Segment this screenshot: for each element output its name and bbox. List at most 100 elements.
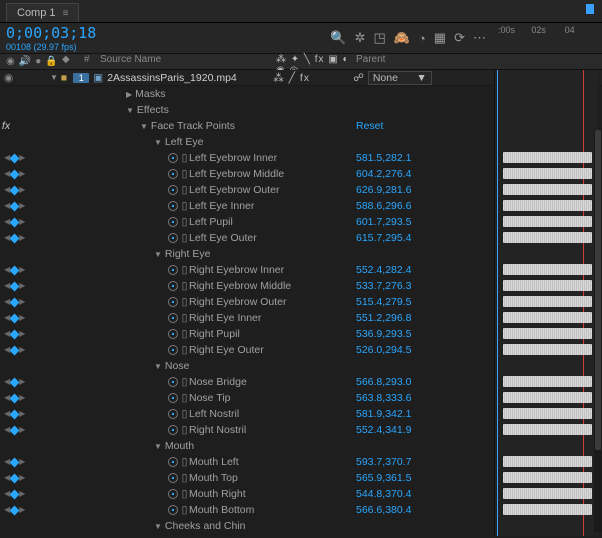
property-value[interactable]: 526.0,294.5 [356,344,411,356]
next-key-icon[interactable]: ▶ [19,426,25,434]
expression-icon[interactable]: ▯ [180,488,189,500]
keyframe-track[interactable] [503,472,592,483]
expression-icon[interactable]: ▯ [180,152,189,164]
property-value[interactable]: 601.7,293.5 [356,216,411,228]
keyframe-track[interactable] [503,408,592,419]
next-key-icon[interactable]: ▶ [19,218,25,226]
tracks-area[interactable] [494,70,598,536]
keyframe-icon[interactable] [10,345,20,355]
property-value[interactable]: 552.4,341.9 [356,424,411,436]
twirl-icon[interactable]: ▼ [154,442,162,451]
stopwatch-icon[interactable] [168,409,178,419]
keyframe-track[interactable] [503,392,592,403]
stopwatch-icon[interactable] [168,297,178,307]
stopwatch-icon[interactable] [168,489,178,499]
keyframe-icon[interactable] [10,489,20,499]
lock-col-icon[interactable]: ● [35,56,41,67]
stopwatch-icon[interactable] [168,265,178,275]
expression-icon[interactable]: ▯ [180,312,189,324]
keyframe-track[interactable] [503,280,592,291]
tab-menu-icon[interactable]: ≡ [63,8,69,19]
expression-icon[interactable]: ▯ [180,504,189,516]
next-key-icon[interactable]: ▶ [19,314,25,322]
property-value[interactable]: 536.9,293.5 [356,328,411,340]
keyframe-icon[interactable] [10,169,20,179]
expression-icon[interactable]: ▯ [180,344,189,356]
eye-icon[interactable]: ◉ [4,72,13,84]
work-area-end[interactable] [586,4,594,14]
keyframe-icon[interactable] [10,473,20,483]
twirl-icon[interactable]: ▼ [154,362,162,371]
keyframe-icon[interactable] [10,265,20,275]
keyframe-track[interactable] [503,152,592,163]
work-area-start[interactable] [497,70,498,536]
keyframe-track[interactable] [503,296,592,307]
motionblur-icon[interactable]: ▦ [434,30,446,46]
index-col[interactable]: # [84,54,100,69]
current-timecode[interactable]: 0;00;03;18 [6,24,96,42]
expression-icon[interactable]: ▯ [180,280,189,292]
pickwhip-icon[interactable]: ☍ [353,72,364,84]
keyframe-icon[interactable] [10,185,20,195]
next-key-icon[interactable]: ▶ [19,186,25,194]
keyframe-icon[interactable] [10,297,20,307]
property-value[interactable]: 626.9,281.6 [356,184,411,196]
next-key-icon[interactable]: ▶ [19,282,25,290]
stopwatch-icon[interactable] [168,185,178,195]
expression-icon[interactable]: ▯ [180,328,189,340]
scrollbar-thumb[interactable] [595,130,601,450]
keyframe-track[interactable] [503,264,592,275]
keyframe-track[interactable] [503,488,592,499]
switches-col[interactable]: ⁂ ✦ ╲ fx ▣ ◐ ◉ ◎ [276,54,356,69]
property-value[interactable]: 566.6,380.4 [356,504,411,516]
expression-icon[interactable]: ▯ [180,424,189,436]
stopwatch-icon[interactable] [168,329,178,339]
lock2-col-icon[interactable]: 🔒 [45,56,57,67]
stopwatch-icon[interactable] [168,153,178,163]
next-key-icon[interactable]: ▶ [19,346,25,354]
keyframe-icon[interactable] [10,153,20,163]
expression-icon[interactable]: ▯ [180,200,189,212]
next-key-icon[interactable]: ▶ [19,378,25,386]
graph-icon[interactable]: ◔ [418,31,426,46]
property-value[interactable]: 552.4,282.4 [356,264,411,276]
next-key-icon[interactable]: ▶ [19,266,25,274]
keyframe-track[interactable] [503,184,592,195]
vertical-scrollbar[interactable] [594,130,602,532]
layer-switches[interactable]: ⁂ ╱ fx [273,72,353,84]
twirl-icon[interactable]: ▼ [50,73,58,82]
property-value[interactable]: 515.4,279.5 [356,296,411,308]
expression-icon[interactable]: ▯ [180,184,189,196]
brainstorm-icon[interactable]: ⟳ [454,30,465,46]
keyframe-track[interactable] [503,504,592,515]
next-key-icon[interactable]: ▶ [19,474,25,482]
keyframe-track[interactable] [503,200,592,211]
twirl-icon[interactable]: ▼ [126,106,134,115]
twirl-icon[interactable]: ▼ [154,522,162,531]
keyframe-track[interactable] [503,344,592,355]
next-key-icon[interactable]: ▶ [19,298,25,306]
property-value[interactable]: 566.8,293.0 [356,376,411,388]
expression-icon[interactable]: ▯ [180,472,189,484]
layer-icon[interactable]: ◳ [373,30,385,46]
next-key-icon[interactable]: ▶ [19,394,25,402]
twirl-icon[interactable]: ▶ [126,90,132,99]
stopwatch-icon[interactable] [168,281,178,291]
property-value[interactable]: 604.2,276.4 [356,168,411,180]
eye-col-icon[interactable]: ◉ [6,56,15,67]
property-value[interactable]: 581.9,342.1 [356,408,411,420]
next-key-icon[interactable]: ▶ [19,330,25,338]
property-value[interactable]: Reset [356,120,383,132]
keyframe-track[interactable] [503,328,592,339]
audio-col-icon[interactable]: 🔊 [19,56,31,67]
keyframe-icon[interactable] [10,425,20,435]
next-key-icon[interactable]: ▶ [19,410,25,418]
keyframe-track[interactable] [503,312,592,323]
property-value[interactable]: 563.8,333.6 [356,392,411,404]
keyframe-icon[interactable] [10,281,20,291]
stopwatch-icon[interactable] [168,233,178,243]
keyframe-track[interactable] [503,376,592,387]
next-key-icon[interactable]: ▶ [19,154,25,162]
stopwatch-icon[interactable] [168,169,178,179]
expression-icon[interactable]: ▯ [180,264,189,276]
